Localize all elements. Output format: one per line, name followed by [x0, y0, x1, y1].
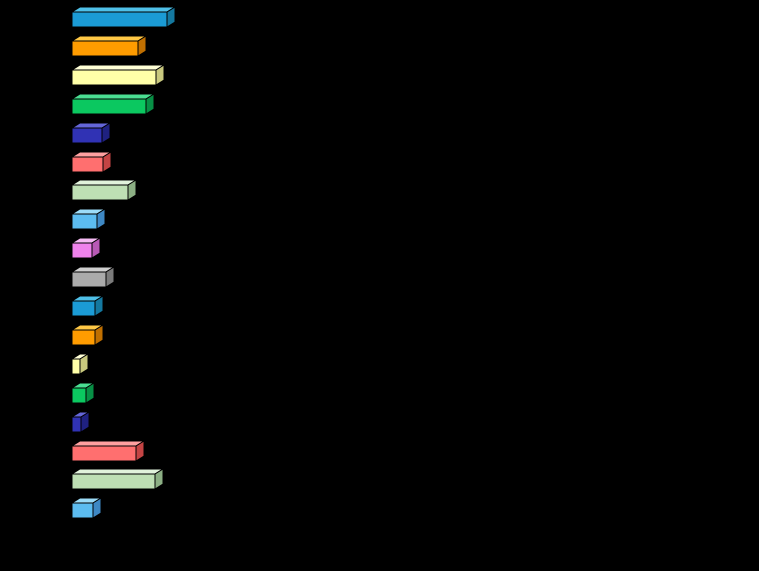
- bar-front-face: [71, 416, 82, 433]
- bar-row-4: [70, 93, 156, 115]
- bar-front-face: [71, 502, 94, 519]
- bar-front-face: [71, 242, 93, 259]
- bar-row-6: [70, 151, 113, 173]
- bar-row-14: [70, 382, 96, 404]
- bar-front-face: [71, 156, 104, 173]
- bar-front-face: [71, 69, 157, 86]
- bar-front-face: [71, 184, 129, 201]
- bar-row-2: [70, 35, 148, 57]
- bar-top-face: [70, 440, 146, 447]
- bar-row-7: [70, 179, 138, 201]
- bar-top-face: [70, 93, 156, 100]
- bar-front-face: [71, 127, 103, 144]
- bar-row-12: [70, 324, 105, 346]
- bar-front-face: [71, 329, 96, 346]
- bar-front-face: [71, 98, 147, 115]
- bar-front-face: [71, 473, 156, 490]
- bar-top-face: [70, 64, 166, 71]
- bar-top-face: [70, 179, 138, 186]
- bar-front-face: [71, 11, 168, 28]
- bar-row-8: [70, 208, 107, 230]
- bar-front-face: [71, 358, 81, 375]
- bar-row-10: [70, 266, 116, 288]
- bar-row-18: [70, 497, 103, 519]
- bar-row-3: [70, 64, 166, 86]
- bar-top-face: [70, 6, 177, 13]
- bar-top-face: [70, 468, 165, 475]
- bar-front-face: [71, 271, 107, 288]
- bar-front-face: [71, 300, 96, 317]
- bar-front-face: [71, 445, 137, 462]
- bar-row-9: [70, 237, 102, 259]
- bar-row-17: [70, 468, 165, 490]
- bar-top-face: [70, 35, 148, 42]
- bar-row-1: [70, 6, 177, 28]
- bar-row-11: [70, 295, 105, 317]
- bar-front-face: [71, 213, 98, 230]
- bar-front-face: [71, 40, 139, 57]
- bar-row-5: [70, 122, 112, 144]
- bar-row-16: [70, 440, 146, 462]
- bar-row-15: [70, 411, 91, 433]
- bar-front-face: [71, 387, 87, 404]
- bar-row-13: [70, 353, 90, 375]
